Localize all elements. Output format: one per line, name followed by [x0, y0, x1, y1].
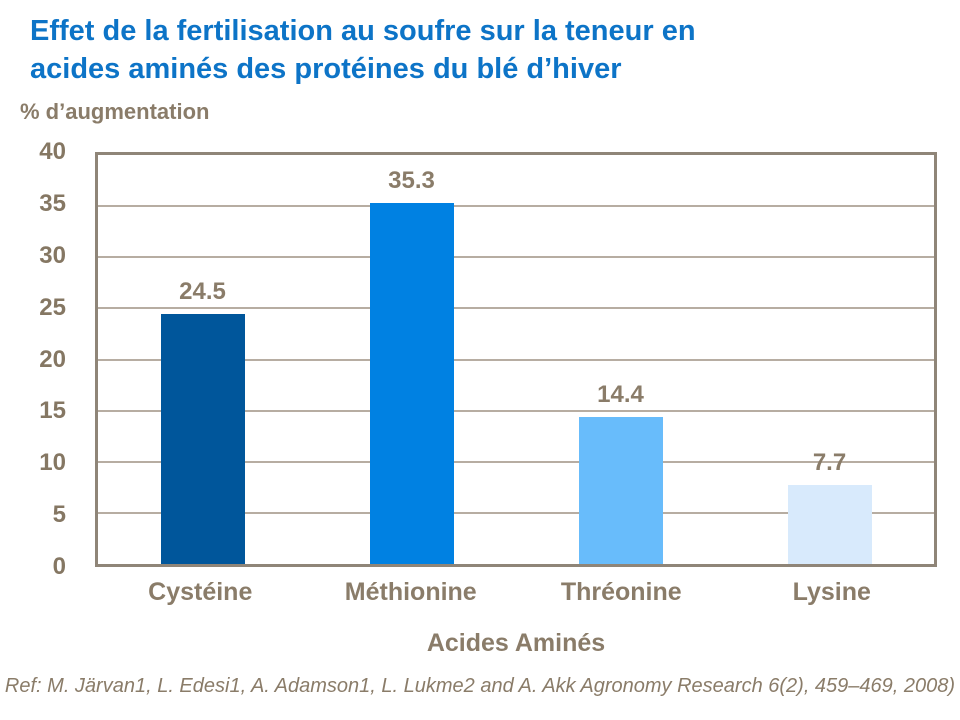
bar-value-label: 24.5	[179, 277, 226, 305]
chart-title-line2: acides aminés des protéines du blé d’hiv…	[30, 53, 622, 85]
bar-value-label: 35.3	[388, 167, 435, 195]
category-label: Thréonine	[560, 578, 682, 606]
category-label: Méthionine	[344, 578, 477, 606]
y-tick-label: 20	[39, 345, 66, 373]
chart-title-line1: Effet de la fertilisation au soufre sur …	[30, 15, 696, 47]
chart-title: Effet de la fertilisation au soufre sur …	[30, 12, 830, 88]
y-axis-label: % d’augmentation	[20, 99, 210, 124]
y-tick-label: 5	[52, 501, 66, 529]
bar-methionine	[369, 203, 454, 564]
category-label: Cystéine	[148, 578, 253, 606]
y-tick-label: 30	[39, 241, 66, 269]
bar-slot: 7.7	[725, 155, 934, 564]
gridline	[98, 409, 934, 412]
gridline	[98, 256, 934, 259]
y-tick-label: 10	[39, 449, 66, 477]
bar-threonine	[578, 416, 663, 564]
gridline	[98, 205, 934, 208]
reference-citation: Ref: M. Järvan1, L. Edesi1, A. Adamson1,…	[4, 675, 956, 697]
plot-area: 24.5 35.3 14.4 7.7	[95, 152, 937, 567]
bar-lysine	[787, 485, 872, 564]
bar-value-label: 7.7	[812, 449, 847, 477]
gridline	[98, 307, 934, 310]
x-axis-title: Acides Aminés	[426, 629, 606, 657]
gridline	[98, 460, 934, 463]
gridline	[98, 511, 934, 514]
bar-slot: 14.4	[516, 155, 725, 564]
y-tick-label: 40	[39, 138, 66, 165]
y-tick-label: 25	[39, 293, 66, 321]
bar-slot: 35.3	[307, 155, 516, 564]
category-label: Lysine	[792, 578, 871, 606]
y-tick-label: 0	[52, 553, 66, 580]
bar-cysteine	[160, 313, 245, 564]
y-axis-ticks: 40 35 30 25 20 15 10 5 0	[0, 138, 80, 580]
y-tick-label: 35	[39, 189, 66, 217]
y-tick-label: 15	[39, 397, 66, 425]
x-category-labels: Cystéine Méthionine Thréonine Lysine	[95, 578, 937, 612]
bar-value-label: 14.4	[597, 380, 644, 408]
gridline	[98, 358, 934, 361]
bar-slot: 24.5	[98, 155, 307, 564]
